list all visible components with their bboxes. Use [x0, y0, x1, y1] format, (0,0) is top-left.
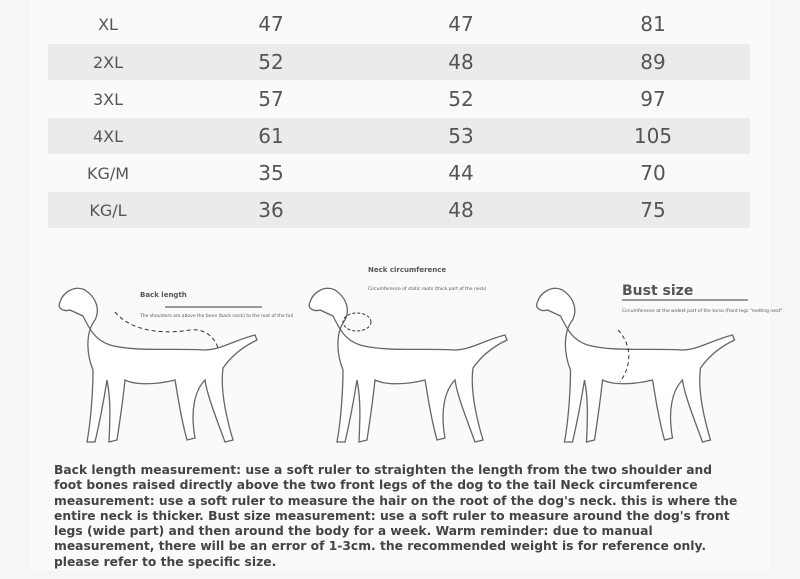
table-row: KG/M 35 44 70 — [48, 155, 750, 191]
diagram-label: Bust size — [622, 283, 693, 299]
table-cell: 57 — [258, 87, 284, 111]
table-cell: 75 — [640, 198, 666, 222]
diagram-label: Back length — [140, 291, 187, 299]
table-cell: 81 — [640, 12, 666, 36]
measure-line — [114, 311, 219, 349]
table-cell: 2XL — [92, 52, 124, 72]
table-cell: KG/M — [86, 163, 130, 183]
table-row: KG/L 36 48 75 — [48, 192, 750, 228]
diagram-note: Circumference of static roots (thick par… — [368, 286, 487, 292]
table-cell: 61 — [258, 124, 284, 148]
table-cell: 4XL — [92, 126, 124, 146]
table-cell: 53 — [448, 124, 474, 148]
diagram-label: Neck circumference — [368, 266, 446, 274]
table-row: 3XL 57 52 97 — [48, 81, 750, 117]
table-cell: 48 — [448, 198, 474, 222]
table-row: 4XL 61 53 105 — [48, 118, 750, 154]
diagrams: Back length The shoulders are above the … — [58, 266, 782, 443]
measure-line — [342, 312, 372, 332]
description: Back length measurement: use a soft rule… — [54, 463, 738, 569]
table-row: 2XL 52 48 89 — [48, 44, 750, 80]
measure-line — [617, 329, 630, 383]
table-row: XL 47 47 81 — [48, 6, 750, 42]
table-cell: 105 — [633, 124, 673, 148]
panel — [30, 0, 770, 570]
table-cell: 47 — [448, 12, 474, 36]
table-cell: 97 — [640, 87, 666, 111]
table-cell: XL — [98, 14, 118, 34]
dog-figure — [58, 287, 258, 443]
table-cell: 52 — [258, 50, 284, 74]
table-cell: 35 — [258, 161, 284, 185]
table-cell: 89 — [640, 50, 666, 74]
table-cell: 52 — [448, 87, 474, 111]
dog-figure — [308, 287, 508, 443]
table-cell: 48 — [448, 50, 474, 74]
table-cell: 3XL — [92, 89, 124, 109]
table-cell: KG/L — [89, 200, 127, 220]
table-cell: 44 — [448, 161, 474, 185]
table-cell: 47 — [258, 12, 284, 36]
table-cell: 70 — [640, 161, 666, 185]
diagram-note: Circumference at the widest part of the … — [622, 308, 782, 314]
table-cell: 36 — [258, 198, 284, 222]
diagram-note: The shoulders are above the bone (back n… — [139, 313, 293, 319]
